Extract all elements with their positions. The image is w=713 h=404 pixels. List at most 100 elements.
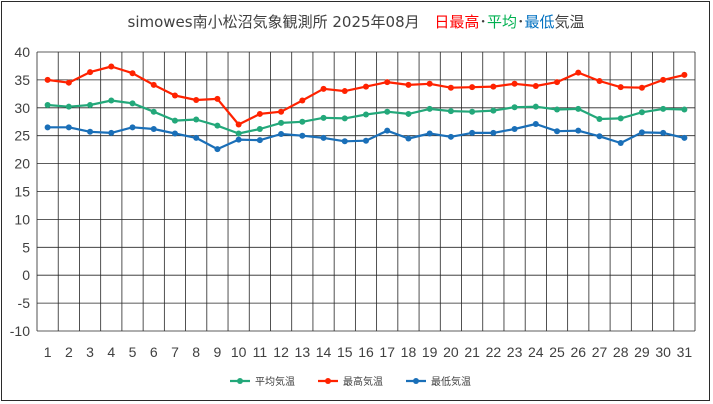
- y-tick-label: -10: [10, 323, 30, 339]
- x-tick-label: 28: [613, 344, 629, 360]
- data-point: [193, 96, 200, 103]
- y-tick-label: 25: [14, 128, 30, 144]
- data-point: [278, 108, 285, 115]
- x-tick-label: 7: [171, 344, 179, 360]
- y-tick-label: -5: [18, 295, 31, 311]
- x-tick-label: 19: [422, 344, 438, 360]
- legend-item: 平均気温: [230, 375, 295, 388]
- legend-item: 最低気温: [406, 375, 471, 388]
- data-point: [532, 83, 539, 90]
- data-point: [384, 127, 391, 134]
- chart-series: [44, 63, 688, 153]
- data-point: [256, 110, 263, 117]
- x-tick-label: 26: [570, 344, 586, 360]
- data-point: [575, 105, 582, 112]
- x-tick-label: 14: [316, 344, 332, 360]
- series-0: [44, 97, 688, 137]
- data-point: [469, 84, 476, 91]
- x-tick-label: 24: [528, 344, 544, 360]
- x-tick-label: 15: [337, 344, 353, 360]
- data-point: [299, 97, 306, 104]
- data-point: [554, 79, 561, 86]
- chart-legend: 平均気温 最高気温 最低気温: [230, 375, 471, 388]
- data-point: [320, 134, 327, 141]
- data-point: [87, 128, 94, 135]
- data-point: [44, 76, 51, 83]
- data-point: [490, 107, 497, 114]
- legend-swatch-marker: [325, 378, 331, 384]
- x-tick-label: 16: [358, 344, 374, 360]
- data-point: [129, 70, 136, 77]
- x-tick-label: 17: [379, 344, 395, 360]
- x-tick-label: 10: [231, 344, 247, 360]
- x-axis-tick-labels: 1 2 3 4 5 6 7 8 9 10 11 12 13 14 15 16 17 18 19 20 21 22 23 24 2…: [44, 344, 693, 360]
- legend-swatch-marker: [413, 378, 419, 384]
- x-tick-label: 5: [129, 344, 137, 360]
- data-point: [426, 80, 433, 87]
- data-point: [129, 100, 136, 107]
- data-point: [554, 106, 561, 113]
- x-tick-label: 22: [486, 344, 502, 360]
- x-tick-label: 6: [150, 344, 158, 360]
- legend-label: 最低気温: [431, 375, 471, 388]
- data-point: [320, 85, 327, 92]
- data-point: [660, 129, 667, 136]
- data-point: [108, 97, 115, 104]
- data-point: [278, 131, 285, 138]
- data-point: [44, 124, 51, 131]
- y-tick-label: 30: [14, 100, 30, 116]
- data-point: [171, 92, 178, 99]
- data-point: [87, 69, 94, 76]
- data-point: [171, 117, 178, 124]
- data-point: [384, 108, 391, 115]
- x-tick-label: 4: [107, 344, 115, 360]
- data-point: [681, 134, 688, 141]
- x-tick-label: 8: [192, 344, 200, 360]
- data-point: [447, 133, 454, 140]
- data-point: [235, 130, 242, 137]
- x-tick-label: 9: [214, 344, 222, 360]
- data-point: [405, 81, 412, 88]
- data-point: [299, 118, 306, 125]
- data-point: [256, 137, 263, 144]
- x-tick-label: 18: [401, 344, 417, 360]
- data-point: [681, 71, 688, 78]
- chart-title-part-avg: 平均: [487, 13, 517, 31]
- data-point: [405, 110, 412, 117]
- data-point: [150, 81, 157, 88]
- data-point: [426, 130, 433, 137]
- data-point: [108, 129, 115, 136]
- data-point: [532, 103, 539, 110]
- x-tick-label: 30: [655, 344, 671, 360]
- data-point: [363, 137, 369, 144]
- data-point: [447, 108, 454, 115]
- data-point: [617, 139, 624, 146]
- chart-grid: [36, 51, 696, 332]
- data-point: [65, 103, 72, 110]
- chart-title-part-high: 日最高: [434, 13, 479, 31]
- x-tick-label: 25: [549, 344, 565, 360]
- data-point: [511, 126, 518, 133]
- legend-swatch-marker: [237, 378, 243, 384]
- data-point: [490, 129, 497, 136]
- data-point: [575, 69, 582, 76]
- data-point: [193, 134, 200, 141]
- x-tick-label: 2: [65, 344, 73, 360]
- data-point: [341, 88, 348, 95]
- x-tick-label: 31: [677, 344, 693, 360]
- x-tick-label: 21: [464, 344, 480, 360]
- data-point: [384, 79, 391, 86]
- x-tick-label: 1: [44, 344, 52, 360]
- data-point: [150, 108, 157, 115]
- data-point: [341, 138, 348, 145]
- y-tick-label: 35: [14, 72, 30, 88]
- x-tick-label: 23: [507, 344, 523, 360]
- data-point: [108, 63, 115, 70]
- data-point: [681, 106, 688, 113]
- data-point: [235, 121, 242, 128]
- data-point: [193, 116, 200, 123]
- series-1: [44, 63, 688, 128]
- data-point: [447, 84, 454, 91]
- data-point: [469, 129, 476, 136]
- data-point: [596, 115, 603, 122]
